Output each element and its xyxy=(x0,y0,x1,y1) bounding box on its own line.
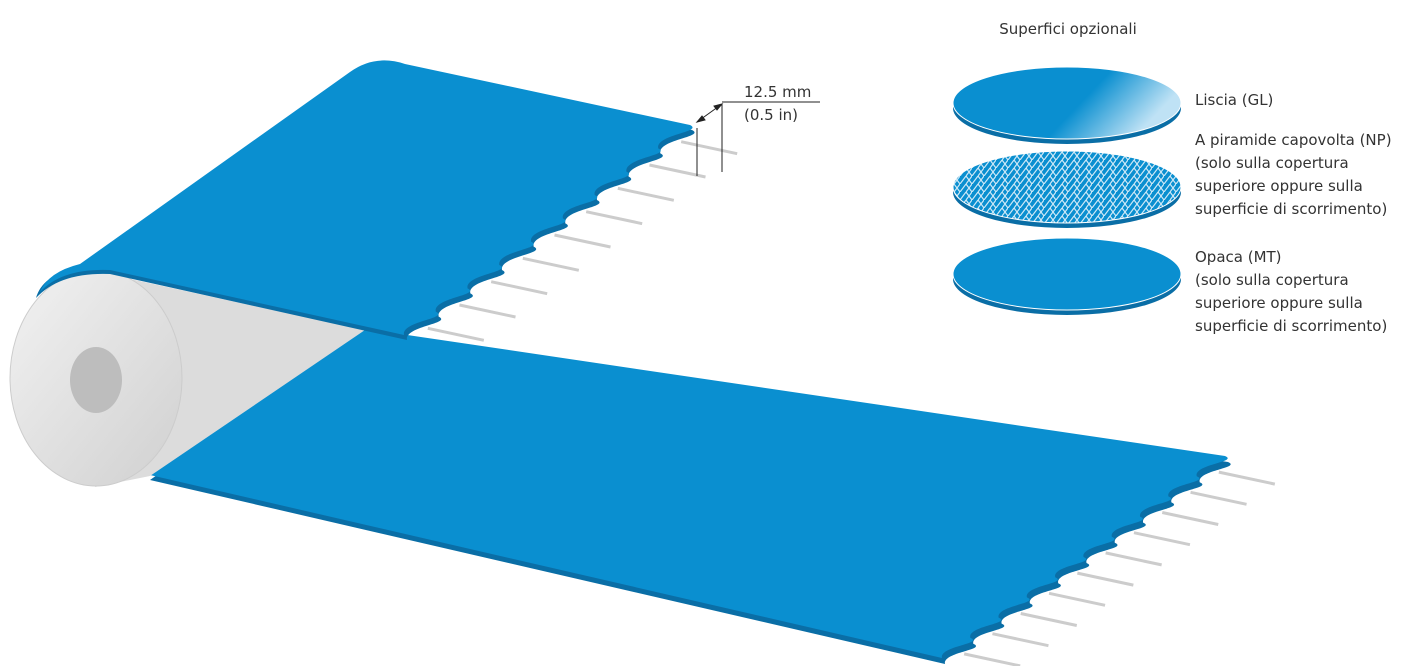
tooth-line xyxy=(585,210,643,226)
tooth-line xyxy=(963,652,1021,666)
surface-label: Liscia (GL) xyxy=(1195,91,1273,109)
surface-label: superiore oppure sulla xyxy=(1195,294,1363,312)
belt-lower xyxy=(150,328,1228,658)
tooth-line xyxy=(1161,511,1219,526)
belt xyxy=(9,60,1276,666)
surface-label: A piramide capovolta (NP) xyxy=(1195,131,1392,149)
tooth-line xyxy=(1218,470,1276,486)
surfaces-title: Superfici opzionali xyxy=(999,20,1137,38)
tooth-line xyxy=(1105,551,1162,567)
surface-label: (solo sulla copertura xyxy=(1195,154,1349,172)
tooth-line xyxy=(1190,490,1247,506)
tooth-line xyxy=(617,186,675,202)
tooth-line xyxy=(1048,591,1106,607)
tooth-line xyxy=(522,256,580,272)
tooth-line xyxy=(459,303,516,319)
tooth-line xyxy=(554,233,611,249)
surface-label: superiore oppure sulla xyxy=(1195,177,1363,195)
surface-label: superficie di scorrimento) xyxy=(1195,200,1387,218)
disc-matte xyxy=(952,237,1182,311)
tooth-line xyxy=(1077,571,1134,587)
dimension xyxy=(695,101,820,176)
tooth-line xyxy=(1020,612,1078,627)
roll-core xyxy=(70,347,122,413)
surface-label: (solo sulla copertura xyxy=(1195,271,1349,289)
surface-label: Opaca (MT) xyxy=(1195,248,1282,266)
tooth-line xyxy=(649,163,706,179)
tooth-line xyxy=(680,140,738,156)
tooth-line xyxy=(490,280,548,296)
disc-smooth xyxy=(952,66,1182,140)
belt-upper xyxy=(40,60,693,335)
tooth-line xyxy=(1133,531,1191,547)
dimension-imperial: (0.5 in) xyxy=(744,106,798,124)
surface-labels: Liscia (GL) A piramide capovolta (NP) (sol… xyxy=(1195,91,1392,335)
dimension-metric: 12.5 mm xyxy=(744,83,811,101)
dimension-arrow xyxy=(695,103,724,123)
discs xyxy=(952,66,1182,315)
disc-pyramid xyxy=(952,150,1182,224)
surface-label: superficie di scorrimento) xyxy=(1195,317,1387,335)
tooth-line xyxy=(992,632,1049,648)
tooth-line xyxy=(427,326,485,342)
